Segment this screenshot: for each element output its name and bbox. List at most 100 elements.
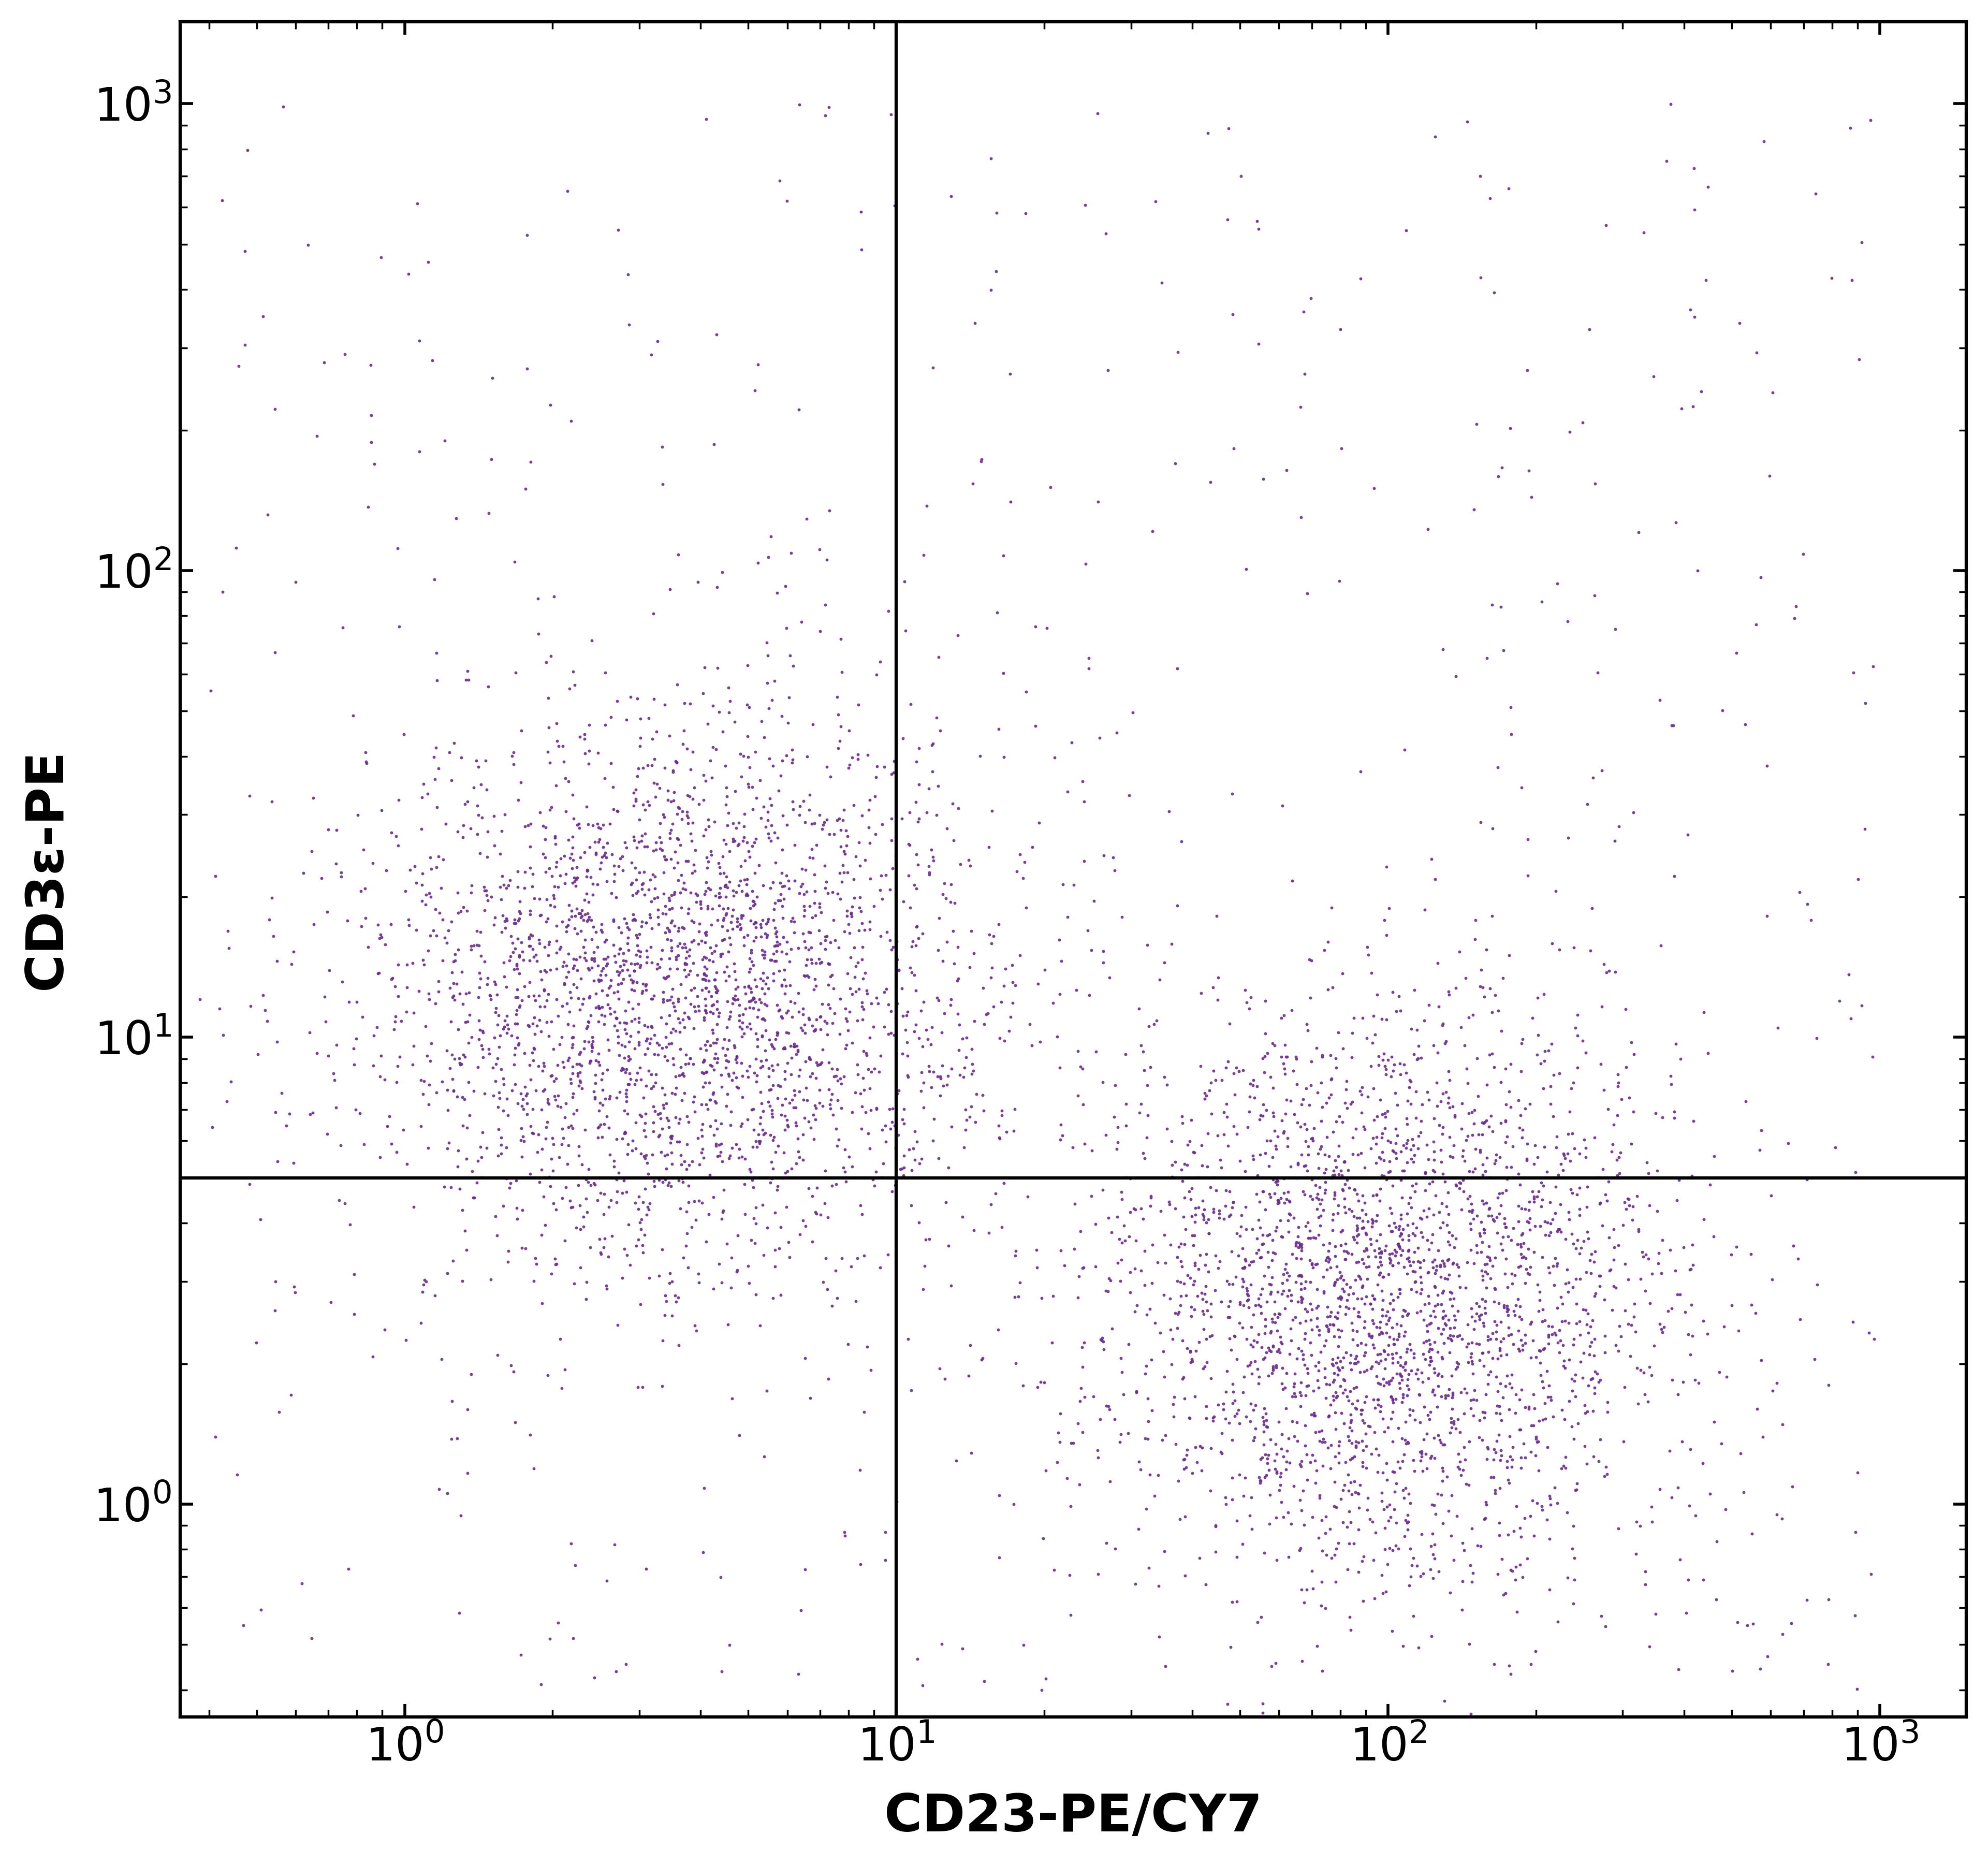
Point: [1517, 1176, 1549, 1206]
Point: [1527, 1372, 1559, 1402]
Point: [1322, 1282, 1354, 1312]
Point: [1350, 1381, 1382, 1411]
Point: [1244, 1243, 1276, 1273]
Point: [1471, 1273, 1503, 1303]
Point: [805, 1048, 837, 1077]
Point: [586, 1064, 618, 1094]
Point: [1491, 1297, 1523, 1327]
Point: [1592, 956, 1624, 986]
Point: [610, 1018, 642, 1048]
Point: [698, 1044, 730, 1074]
Point: [676, 826, 708, 856]
Point: [1070, 190, 1101, 220]
Point: [509, 1038, 541, 1068]
Point: [1302, 1219, 1334, 1249]
Point: [660, 1079, 692, 1109]
Point: [417, 915, 449, 945]
Point: [475, 445, 507, 475]
Point: [646, 1137, 678, 1167]
Point: [1358, 1545, 1390, 1575]
Point: [1244, 1465, 1276, 1495]
Point: [1342, 1228, 1374, 1258]
Point: [604, 843, 636, 872]
Point: [1314, 1228, 1346, 1258]
Point: [829, 1135, 861, 1165]
Point: [1177, 1269, 1209, 1299]
Point: [1326, 1282, 1358, 1312]
Point: [553, 904, 584, 934]
Point: [1461, 1200, 1493, 1230]
Point: [1378, 1286, 1409, 1316]
Point: [1491, 1090, 1523, 1120]
Point: [557, 833, 588, 863]
Point: [690, 995, 722, 1025]
Point: [1644, 930, 1676, 960]
Point: [684, 889, 716, 919]
Point: [1400, 1256, 1431, 1286]
Point: [700, 930, 732, 960]
Point: [895, 1156, 926, 1186]
Point: [1469, 1215, 1501, 1245]
Point: [565, 1191, 596, 1221]
Point: [618, 790, 650, 820]
Point: [710, 790, 742, 820]
Point: [732, 1103, 763, 1133]
Point: [1799, 1344, 1831, 1374]
Point: [924, 1353, 956, 1383]
Point: [525, 900, 557, 930]
Point: [630, 936, 662, 966]
Point: [781, 1035, 813, 1064]
Point: [922, 936, 954, 966]
Point: [588, 926, 620, 956]
Point: [799, 1090, 831, 1120]
Point: [1314, 1454, 1346, 1484]
Point: [477, 802, 509, 831]
Point: [740, 889, 771, 919]
Point: [823, 932, 855, 962]
Point: [660, 1102, 692, 1131]
Point: [1280, 1303, 1312, 1333]
Point: [521, 939, 553, 969]
Point: [1348, 1407, 1380, 1437]
Point: [380, 822, 412, 852]
Point: [499, 1008, 531, 1038]
Point: [612, 259, 644, 289]
Point: [672, 800, 704, 829]
Point: [443, 1174, 475, 1204]
Point: [1555, 1174, 1586, 1204]
Point: [1207, 1394, 1239, 1424]
Point: [545, 932, 577, 962]
Point: [415, 882, 447, 911]
Point: [404, 436, 435, 466]
Point: [662, 792, 694, 822]
Point: [1362, 980, 1394, 1010]
Point: [435, 958, 467, 988]
Point: [1372, 1126, 1404, 1156]
Point: [1471, 1445, 1503, 1474]
Point: [700, 1130, 732, 1159]
Point: [1791, 889, 1823, 919]
Point: [823, 733, 855, 762]
Point: [487, 1096, 519, 1126]
Point: [602, 977, 634, 1007]
Point: [1437, 1394, 1469, 1424]
Point: [1527, 1405, 1559, 1435]
Point: [455, 813, 487, 843]
Point: [1553, 1204, 1584, 1234]
Point: [1320, 1377, 1352, 1407]
Point: [507, 945, 539, 975]
Point: [614, 960, 646, 990]
Point: [1392, 1126, 1423, 1156]
Point: [740, 824, 771, 854]
Point: [523, 619, 555, 649]
Point: [1280, 1044, 1312, 1074]
Point: [819, 925, 851, 954]
Point: [881, 1079, 912, 1109]
Point: [1449, 964, 1481, 994]
Point: [1837, 265, 1869, 295]
Point: [636, 913, 668, 943]
Point: [567, 895, 598, 925]
Point: [670, 846, 702, 876]
Point: [807, 1090, 839, 1120]
Point: [775, 1085, 807, 1115]
